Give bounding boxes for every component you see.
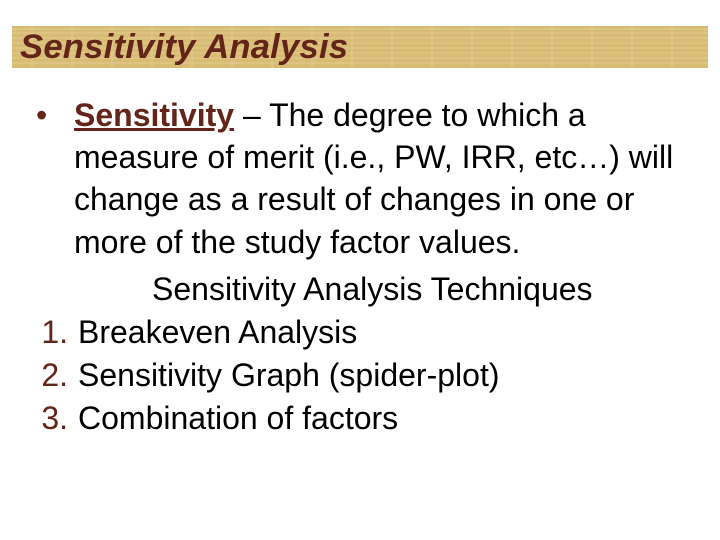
list-number: 2. <box>32 357 78 394</box>
list-text: Breakeven Analysis <box>78 314 690 351</box>
definition-bullet: • Sensitivity – The degree to which a me… <box>30 94 690 263</box>
subheading: Sensitivity Analysis Techniques <box>152 271 690 308</box>
bullet-icon: • <box>30 94 74 136</box>
slide-title: Sensitivity Analysis <box>20 28 348 67</box>
list-item: 1.Breakeven Analysis <box>30 314 690 351</box>
slide: Sensitivity Analysis • Sensitivity – The… <box>0 0 720 540</box>
list-item: 3.Combination of factors <box>30 400 690 437</box>
list-text: Combination of factors <box>78 400 690 437</box>
definition-term: Sensitivity <box>74 97 234 133</box>
list-number: 1. <box>32 314 78 351</box>
slide-body: • Sensitivity – The degree to which a me… <box>30 94 690 443</box>
definition-text: Sensitivity – The degree to which a meas… <box>74 94 690 263</box>
list-item: 2.Sensitivity Graph (spider-plot) <box>30 357 690 394</box>
list-number: 3. <box>32 400 78 437</box>
title-bar: Sensitivity Analysis <box>12 26 708 68</box>
numbered-list: 1.Breakeven Analysis2.Sensitivity Graph … <box>30 314 690 437</box>
list-text: Sensitivity Graph (spider-plot) <box>78 357 690 394</box>
